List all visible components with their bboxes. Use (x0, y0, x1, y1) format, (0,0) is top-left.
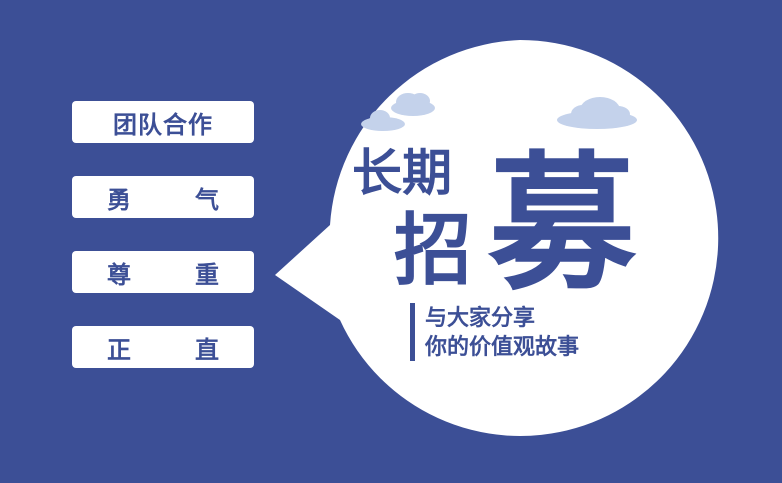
headline-long-term: 长期 (352, 144, 452, 202)
value-label: 团队合作 (113, 110, 213, 139)
value-char: 气 (195, 185, 219, 214)
value-char: 直 (195, 335, 219, 364)
value-pill-respect: 尊 重 (72, 251, 254, 293)
divider-bar (410, 303, 415, 361)
value-pill-teamwork: 团队合作 (72, 101, 254, 143)
value-pill-courage: 勇 气 (72, 176, 254, 218)
cloud-icon (557, 97, 637, 129)
value-pill-integrity: 正 直 (72, 326, 254, 368)
headline-zhao: 招 (394, 206, 473, 296)
value-char: 重 (195, 260, 219, 289)
value-char: 尊 (107, 260, 131, 289)
value-char: 正 (107, 335, 131, 364)
headline-mu: 募 (488, 138, 636, 310)
tagline-line2: 你的价值观故事 (425, 335, 580, 360)
value-char: 勇 (107, 185, 131, 214)
tagline-line1: 与大家分享 (425, 306, 536, 331)
cloud-icon (361, 93, 435, 131)
